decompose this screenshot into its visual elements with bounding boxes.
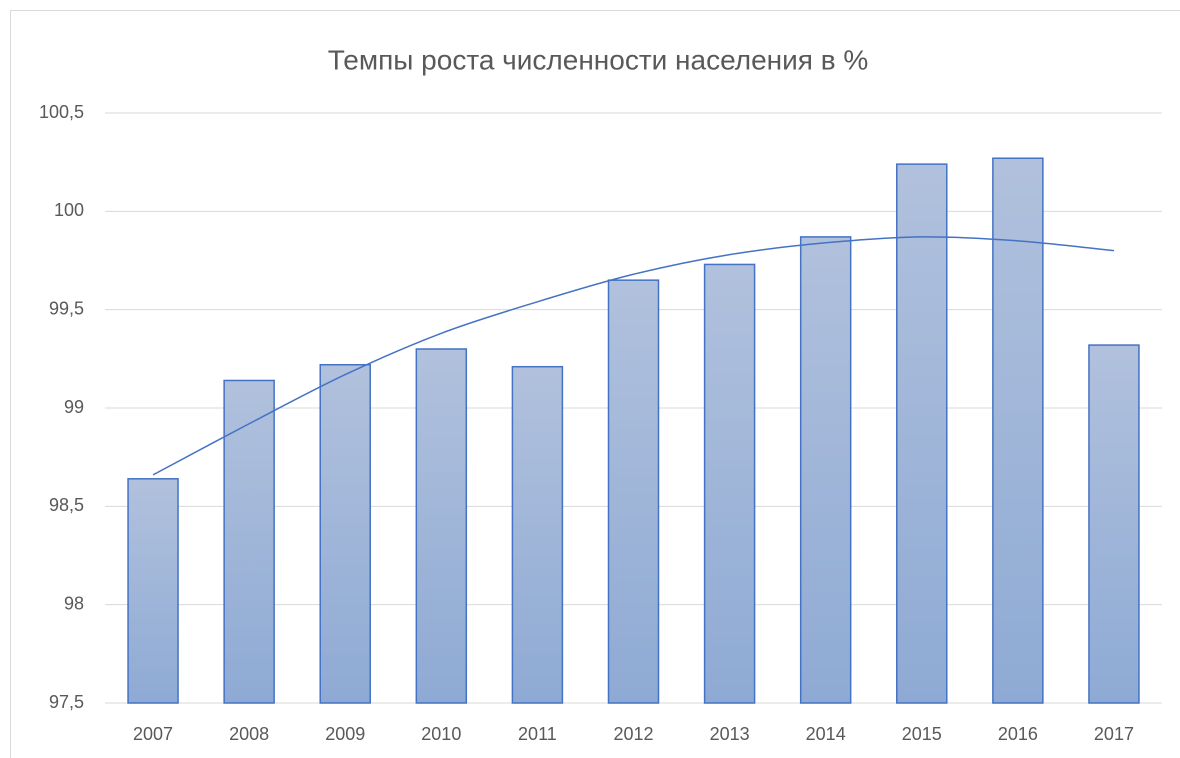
bar: [607, 279, 660, 704]
x-tick-label: 2007: [133, 724, 173, 744]
y-tick-label: 100: [54, 200, 84, 220]
bar: [415, 348, 468, 704]
y-tick-label: 98,5: [49, 495, 84, 515]
bar: [127, 478, 179, 704]
chart-title: Темпы роста численности населения в %: [328, 44, 869, 75]
x-tick-label: 2008: [229, 724, 269, 744]
x-tick-label: 2009: [325, 724, 365, 744]
bar: [511, 365, 564, 704]
x-tick-label: 2011: [518, 724, 557, 744]
bar: [799, 236, 852, 704]
x-tick-label: 2017: [1094, 724, 1134, 744]
x-tick-label: 2013: [710, 724, 750, 744]
x-tick-label: 2015: [902, 724, 942, 744]
y-tick-label: 100,5: [39, 102, 84, 122]
y-tick-label: 99: [64, 397, 84, 417]
chart-frame: [10, 10, 1180, 758]
x-tick-label: 2010: [421, 724, 461, 744]
trendline: [152, 236, 1115, 476]
y-tick-label: 97,5: [49, 692, 84, 712]
bar: [223, 379, 275, 704]
bar: [896, 163, 948, 704]
y-tick-label: 98: [64, 593, 84, 613]
bar: [703, 263, 756, 704]
x-tick-label: 2016: [998, 724, 1038, 744]
bar: [1088, 344, 1140, 704]
x-tick-label: 2012: [613, 724, 653, 744]
bar: [992, 157, 1044, 704]
bar: [319, 363, 371, 704]
x-tick-label: 2014: [806, 724, 846, 744]
y-tick-label: 99,5: [49, 298, 84, 318]
